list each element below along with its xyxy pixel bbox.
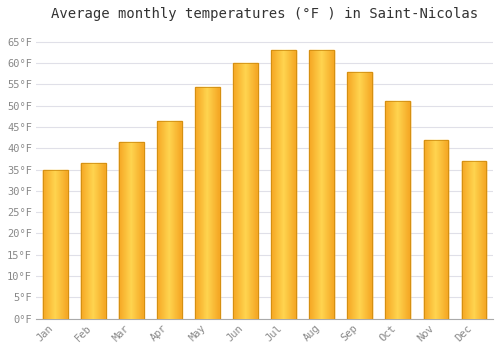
Bar: [310, 50, 334, 318]
Bar: [43, 169, 68, 318]
Title: Average monthly temperatures (°F ) in Saint-Nicolas: Average monthly temperatures (°F ) in Sa…: [51, 7, 478, 21]
Bar: [81, 163, 106, 318]
Bar: [348, 72, 372, 318]
Bar: [233, 63, 258, 318]
Bar: [462, 161, 486, 318]
Bar: [424, 140, 448, 318]
Bar: [386, 102, 410, 318]
Bar: [271, 50, 296, 318]
Bar: [195, 86, 220, 318]
Bar: [157, 121, 182, 318]
Bar: [119, 142, 144, 318]
